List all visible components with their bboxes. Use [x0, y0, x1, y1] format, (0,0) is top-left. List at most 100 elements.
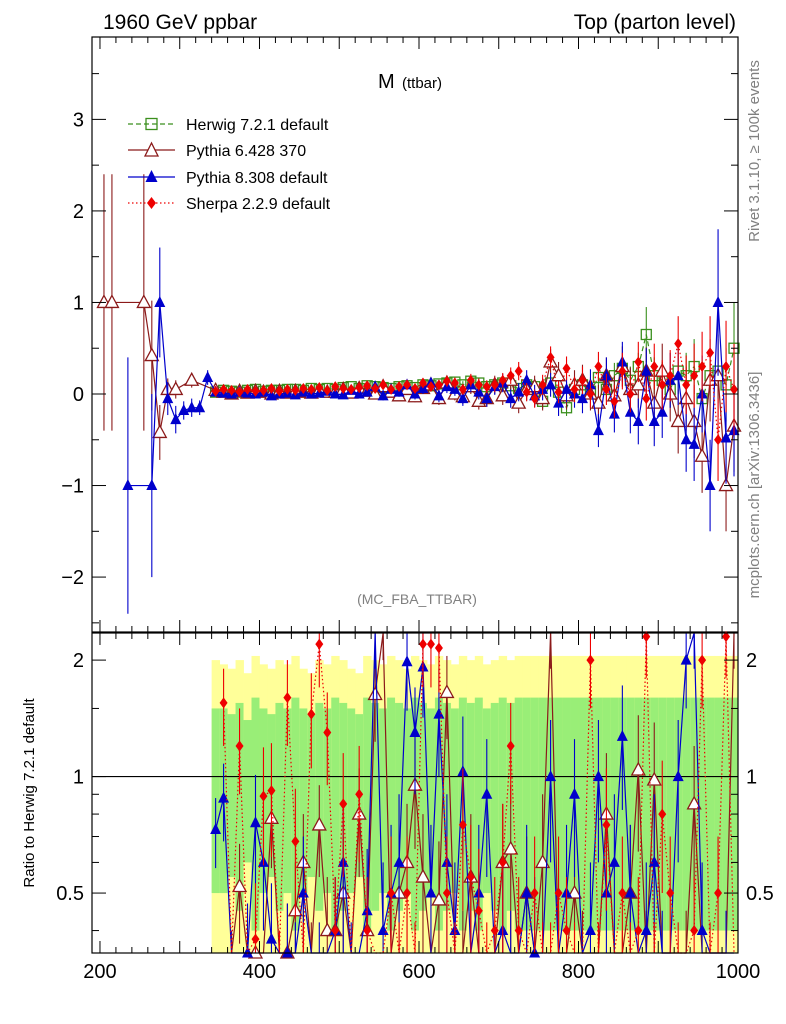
- xtick-label-4: 1000: [716, 961, 761, 983]
- sherpa-point-60: [690, 370, 699, 382]
- pythia6-point-44: [495, 387, 511, 402]
- pythia8-point-1: [146, 479, 158, 491]
- band-inner-51: [618, 697, 627, 931]
- ratio-ytick-label-right-0: 0.5: [746, 883, 774, 905]
- xtick-label-1: 400: [243, 961, 276, 983]
- band-inner-54: [642, 697, 651, 931]
- pythia8-point-28: [433, 707, 445, 719]
- pythia6-point-6: [168, 381, 184, 396]
- main-axes: −2 −1 0 1 2 3: [61, 37, 739, 632]
- band-inner-15: [331, 697, 340, 931]
- sherpa-point-18: [363, 925, 372, 937]
- pythia6-point-24: [415, 868, 431, 883]
- pythia6-point-35: [503, 840, 519, 855]
- sherpa-point-1: [219, 383, 228, 395]
- sherpa-point-50: [610, 395, 619, 407]
- sherpa-point-6: [259, 384, 268, 396]
- sherpa-point-56: [658, 379, 667, 391]
- legend-entry-sherpa: Sherpa 2.2.9 default: [128, 196, 331, 213]
- pythia6-point-51: [630, 761, 646, 776]
- pythia8-point-2: [154, 295, 166, 307]
- legend-marker-pythia6: [143, 141, 160, 157]
- legend-marker-sherpa: [147, 197, 156, 209]
- legend-label-herwig: Herwig 7.2.1 default: [186, 117, 329, 134]
- pythia8-point-51: [545, 378, 557, 390]
- sherpa-point-43: [554, 386, 563, 398]
- pythia6-point-43: [566, 884, 583, 899]
- main-ytick-label-0: −2: [61, 567, 84, 589]
- sherpa-point-39: [530, 887, 539, 899]
- sherpa-point-55: [650, 361, 659, 373]
- pythia8-point-46: [505, 392, 517, 404]
- sherpa-point-19: [363, 380, 372, 392]
- sherpa-point-4: [251, 933, 260, 945]
- ratio-ylabel: Ratio to Herwig 7.2.1 default: [21, 698, 38, 888]
- band-inner-39: [522, 697, 532, 931]
- sherpa-point-36: [506, 740, 515, 752]
- pythia6-point-11: [311, 816, 327, 831]
- pythia8-point-23: [393, 855, 405, 867]
- band-inner-63: [714, 697, 723, 931]
- pythia8-point-64: [648, 414, 660, 426]
- ratio-ytick-label-right-2: 2: [746, 650, 757, 672]
- sherpa-point-9: [291, 835, 300, 847]
- pythia8-point-61: [696, 924, 708, 936]
- sherpa-point-10: [291, 384, 300, 396]
- sherpa-point-53: [634, 356, 643, 368]
- sherpa-point-44: [562, 362, 571, 374]
- ratio-ytick-label-1: 1: [73, 767, 84, 789]
- pythia6-point-2: [136, 294, 152, 309]
- sherpa-point-9: [283, 383, 292, 395]
- sherpa-point-15: [339, 798, 348, 810]
- sherpa-point-2: [227, 384, 236, 396]
- pythia8-point-40: [457, 392, 469, 404]
- sherpa-point-43: [562, 925, 571, 937]
- sherpa-point-61: [698, 361, 707, 373]
- sherpa-point-62: [714, 887, 723, 899]
- band-inner-47: [586, 697, 595, 931]
- sherpa-point-5: [259, 790, 268, 802]
- sherpa-point-58: [674, 338, 683, 350]
- series-pythia6: [96, 174, 742, 532]
- sherpa-point-16: [339, 383, 348, 395]
- sherpa-point-54: [642, 393, 651, 405]
- pythia8-point-34: [481, 787, 493, 799]
- xtick-label-2: 600: [402, 961, 435, 983]
- pythia8-point-54: [640, 924, 652, 936]
- sherpa-point-27: [434, 642, 443, 654]
- sherpa-point-41: [538, 379, 547, 391]
- ratio-ytick-label-0: 0.5: [56, 883, 84, 905]
- sherpa-point-34: [490, 925, 499, 937]
- legend-marker-herwig: [145, 117, 158, 131]
- legend-entry-pythia6: Pythia 6.428 370: [128, 141, 306, 160]
- sherpa-point-18: [355, 382, 364, 394]
- pythia8-point-27: [425, 886, 437, 898]
- sherpa-point-26: [418, 377, 427, 389]
- sherpa-point-39: [522, 386, 531, 398]
- sherpa-point-52: [634, 925, 643, 937]
- pythia6-point-27: [439, 684, 455, 699]
- band-inner-59: [682, 697, 691, 931]
- band-inner-38: [514, 697, 524, 931]
- pythia8-point-5: [249, 816, 261, 828]
- pythia6-point-66: [670, 413, 686, 428]
- pythia8-point-71: [704, 479, 716, 491]
- band-inner-46: [578, 697, 587, 931]
- analysis-label: (MC_FBA_TTBAR): [357, 591, 477, 607]
- band-inner-57: [666, 697, 675, 931]
- band-inner-8: [275, 702, 284, 911]
- sherpa-point-11: [307, 708, 316, 720]
- pythia8-point-39: [521, 886, 533, 898]
- pythia6-point-18: [367, 686, 383, 701]
- sherpa-point-56: [666, 887, 675, 899]
- sherpa-point-12: [307, 383, 316, 395]
- legend-label-pythia8: Pythia 8.308 default: [186, 170, 328, 187]
- sherpa-point-52: [626, 388, 635, 400]
- sherpa-point-49: [602, 383, 611, 395]
- band-inner-26: [418, 702, 428, 911]
- sherpa-point-28: [434, 379, 443, 391]
- band-inner-27: [426, 708, 436, 894]
- pythia8-point-8: [202, 371, 214, 383]
- pythia8-point-25: [409, 725, 421, 737]
